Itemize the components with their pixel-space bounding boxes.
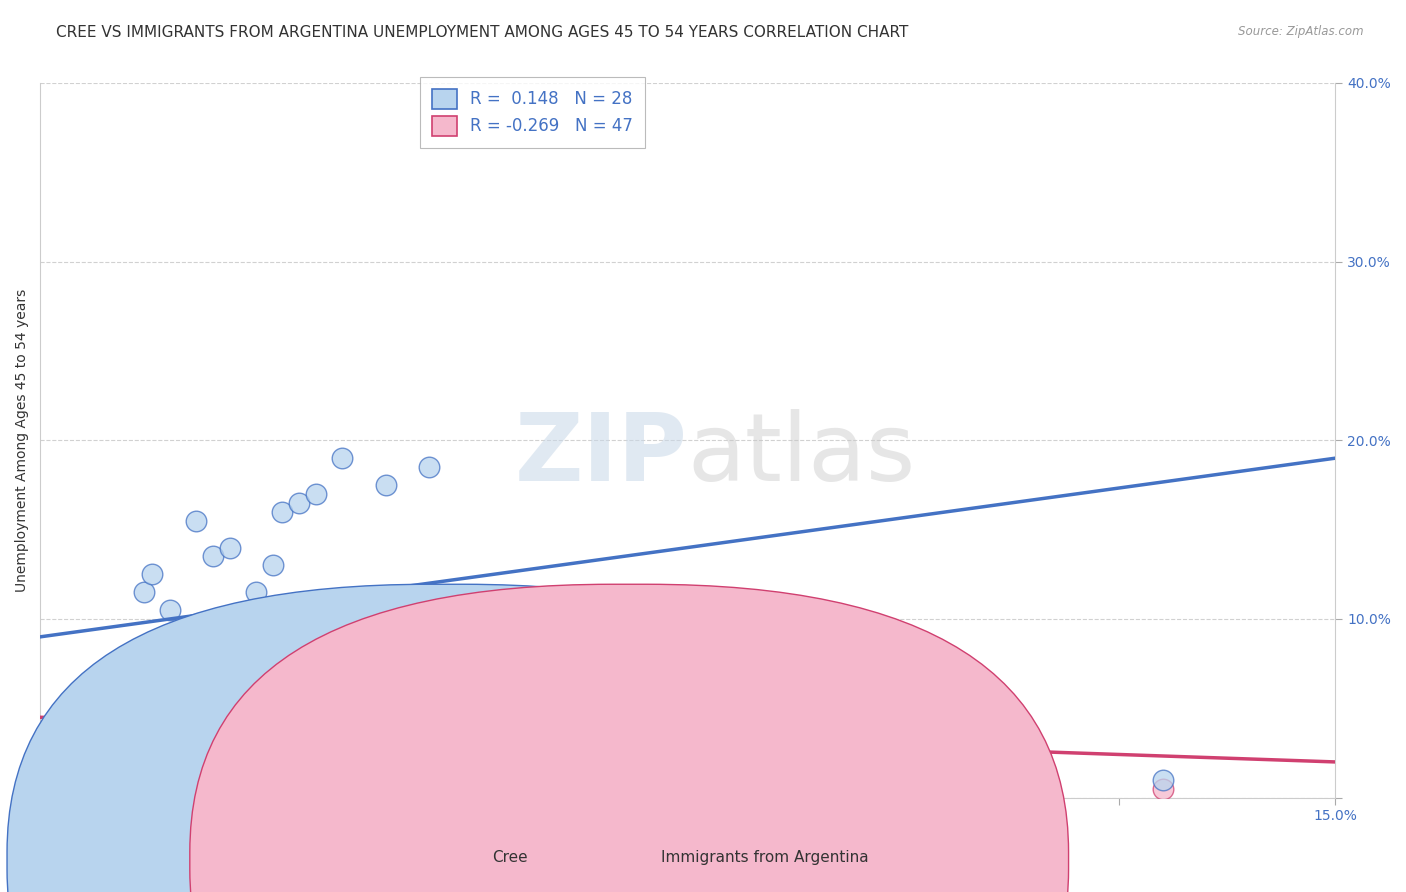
Point <box>184 514 207 528</box>
Point <box>115 755 138 769</box>
Point <box>115 737 138 751</box>
Point <box>90 781 112 796</box>
Point <box>107 746 129 760</box>
Text: atlas: atlas <box>688 409 915 500</box>
Point <box>201 549 224 564</box>
Point <box>80 781 103 796</box>
Point <box>98 755 121 769</box>
Point <box>184 755 207 769</box>
Point <box>893 665 915 680</box>
Point <box>193 737 215 751</box>
Point <box>418 460 440 475</box>
Point <box>591 701 613 715</box>
Point <box>63 781 86 796</box>
Point <box>72 781 94 796</box>
Legend: R =  0.148   N = 28, R = -0.269   N = 47: R = 0.148 N = 28, R = -0.269 N = 47 <box>420 77 644 148</box>
Point <box>159 746 181 760</box>
Point <box>107 781 129 796</box>
Point <box>90 746 112 760</box>
Point <box>418 674 440 689</box>
Point <box>80 755 103 769</box>
Point <box>288 496 311 510</box>
Text: Cree: Cree <box>492 850 527 865</box>
Point <box>132 585 155 599</box>
Point <box>132 737 155 751</box>
Point <box>1152 772 1174 787</box>
Point <box>503 719 526 733</box>
Point <box>55 737 77 751</box>
Point <box>262 558 284 573</box>
Point <box>46 746 69 760</box>
Point <box>219 541 242 555</box>
Point <box>270 505 292 519</box>
Point <box>305 487 328 501</box>
Point <box>46 728 69 742</box>
Point <box>90 728 112 742</box>
Point <box>72 755 94 769</box>
Point <box>219 719 242 733</box>
Point <box>55 755 77 769</box>
Point <box>391 692 413 706</box>
Text: ZIP: ZIP <box>515 409 688 500</box>
Point <box>80 737 103 751</box>
Point <box>38 737 60 751</box>
Point <box>46 772 69 787</box>
Point <box>38 755 60 769</box>
Y-axis label: Unemployment Among Ages 45 to 54 years: Unemployment Among Ages 45 to 54 years <box>15 289 30 592</box>
Point <box>72 737 94 751</box>
Point <box>245 585 267 599</box>
Point <box>141 567 163 582</box>
Point <box>893 719 915 733</box>
Point <box>38 781 60 796</box>
Point <box>270 710 292 724</box>
Point <box>461 674 484 689</box>
Point <box>374 683 396 698</box>
Point <box>167 737 190 751</box>
Point <box>124 746 146 760</box>
Point <box>461 630 484 644</box>
Point <box>107 728 129 742</box>
Point <box>633 755 655 769</box>
Point <box>150 737 173 751</box>
Point <box>1152 781 1174 796</box>
Point <box>201 746 224 760</box>
Point <box>330 451 353 466</box>
Point <box>55 781 77 796</box>
Point <box>55 764 77 778</box>
Point <box>63 746 86 760</box>
Point <box>357 719 380 733</box>
Point <box>288 728 311 742</box>
Point <box>141 746 163 760</box>
Point <box>63 728 86 742</box>
Point <box>159 603 181 617</box>
Point <box>305 719 328 733</box>
Text: CREE VS IMMIGRANTS FROM ARGENTINA UNEMPLOYMENT AMONG AGES 45 TO 54 YEARS CORRELA: CREE VS IMMIGRANTS FROM ARGENTINA UNEMPL… <box>56 25 908 40</box>
Point <box>98 737 121 751</box>
Point <box>330 710 353 724</box>
Point <box>236 728 259 742</box>
Text: Source: ZipAtlas.com: Source: ZipAtlas.com <box>1239 25 1364 38</box>
Point <box>374 478 396 492</box>
Point <box>176 746 198 760</box>
Point <box>98 781 121 796</box>
Text: Immigrants from Argentina: Immigrants from Argentina <box>661 850 869 865</box>
Point <box>253 719 276 733</box>
Point <box>72 755 94 769</box>
